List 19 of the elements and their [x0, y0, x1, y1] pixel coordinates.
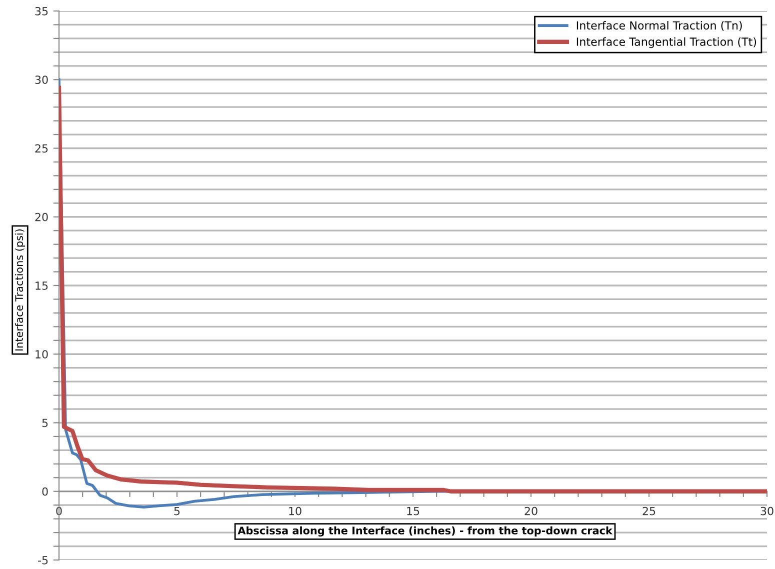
y-tick-label: 5 — [42, 418, 48, 428]
y-tick-label: 35 — [35, 6, 48, 16]
legend-label: Interface Tangential Traction (Tt) — [576, 37, 756, 48]
x-tick-label: 30 — [760, 506, 774, 516]
y-tick-label: 0 — [42, 487, 48, 496]
x-tick-label: 15 — [407, 506, 420, 516]
y-tick-label: 30 — [35, 76, 48, 84]
x-tick-label: 10 — [289, 506, 302, 516]
x-axis-title: Abscissa along the Interface (inches) - from the top-down crack — [238, 526, 613, 537]
x-tick-label: 20 — [524, 506, 538, 516]
x-tick-label: 25 — [642, 506, 656, 516]
y-tick-label: -5 — [38, 556, 48, 564]
y-tick-label: 25 — [35, 144, 48, 153]
y-tick-label: 10 — [36, 350, 48, 359]
legend-label: Interface Normal Traction (Tn) — [576, 21, 742, 31]
y-tick-label: 15 — [36, 282, 48, 290]
x-tick-label: 5 — [174, 506, 180, 516]
y-axis-title: Interface Tractions (psi) — [14, 229, 26, 350]
y-tick-label: 20 — [35, 212, 48, 222]
